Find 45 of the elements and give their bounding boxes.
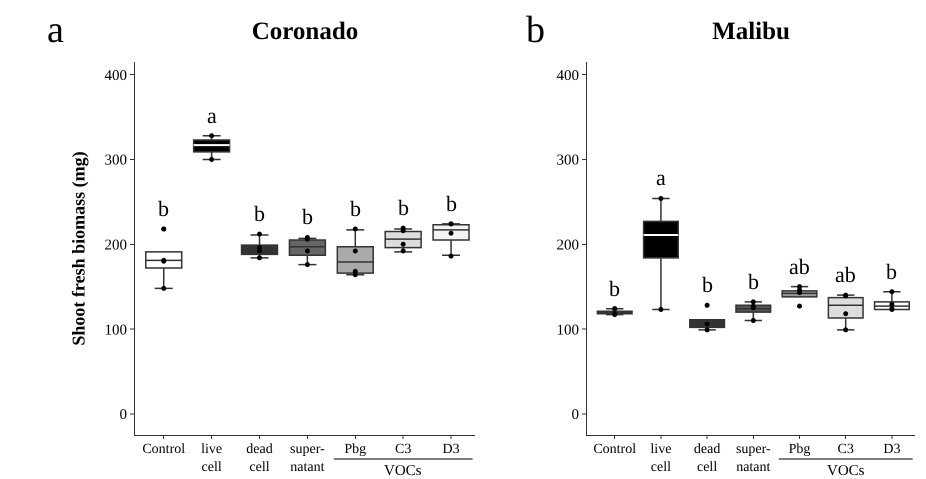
annotation: b <box>446 191 457 216</box>
annotation: a <box>656 165 666 190</box>
y-tick-label: 300 <box>104 152 127 169</box>
y-tick-label: 400 <box>556 68 579 84</box>
x-tick-label: live cell <box>650 442 672 475</box>
annotation: b <box>702 272 713 297</box>
x-tick-label: Pbg <box>788 442 810 457</box>
text: VOCs <box>827 463 865 479</box>
annotation: ab <box>835 262 856 287</box>
x-tick-label: C3 <box>838 442 854 457</box>
y-tick-label: 400 <box>104 68 127 84</box>
x-tick-label: C3 <box>395 442 412 457</box>
annotation: b <box>398 195 409 220</box>
x-tick-label: dead cell <box>694 442 720 475</box>
annotation: b <box>748 269 759 294</box>
y-tick-label: 200 <box>104 238 127 254</box>
y-tick-label: 100 <box>556 322 579 338</box>
text: b <box>526 9 545 51</box>
x-tick-label: Control <box>593 442 636 457</box>
text: a <box>47 9 64 51</box>
y-tick-label: 100 <box>104 322 127 338</box>
y-tick-label: 300 <box>556 152 579 169</box>
x-tick-label: Control <box>142 442 186 457</box>
annotation: a <box>207 103 217 128</box>
x-tick-label: D3 <box>883 442 900 457</box>
annotation: b <box>886 259 897 284</box>
annotation: b <box>254 201 265 226</box>
chart-title: Coronado <box>252 18 358 45</box>
chart-title: Malibu <box>712 18 790 45</box>
x-tick-label: D3 <box>442 442 460 457</box>
x-tick-label: live cell <box>201 442 222 475</box>
x-tick-label: super- natant <box>736 442 771 475</box>
annotation: b <box>302 204 313 229</box>
annotation: ab <box>789 254 810 279</box>
text: VOCs <box>384 463 422 479</box>
y-tick-label: 0 <box>120 407 127 424</box>
y-tick-label: 200 <box>556 238 579 254</box>
annotation: b <box>609 276 620 301</box>
y-axis-title: Shoot fresh biomass (mg) <box>68 151 89 346</box>
y-tick-label: 0 <box>572 407 579 424</box>
x-tick-label: Pbg <box>344 442 366 457</box>
annotation: b <box>158 196 169 221</box>
x-tick-label: dead cell <box>246 442 273 475</box>
annotation: b <box>350 196 361 221</box>
x-tick-label: super- natant <box>290 442 326 475</box>
